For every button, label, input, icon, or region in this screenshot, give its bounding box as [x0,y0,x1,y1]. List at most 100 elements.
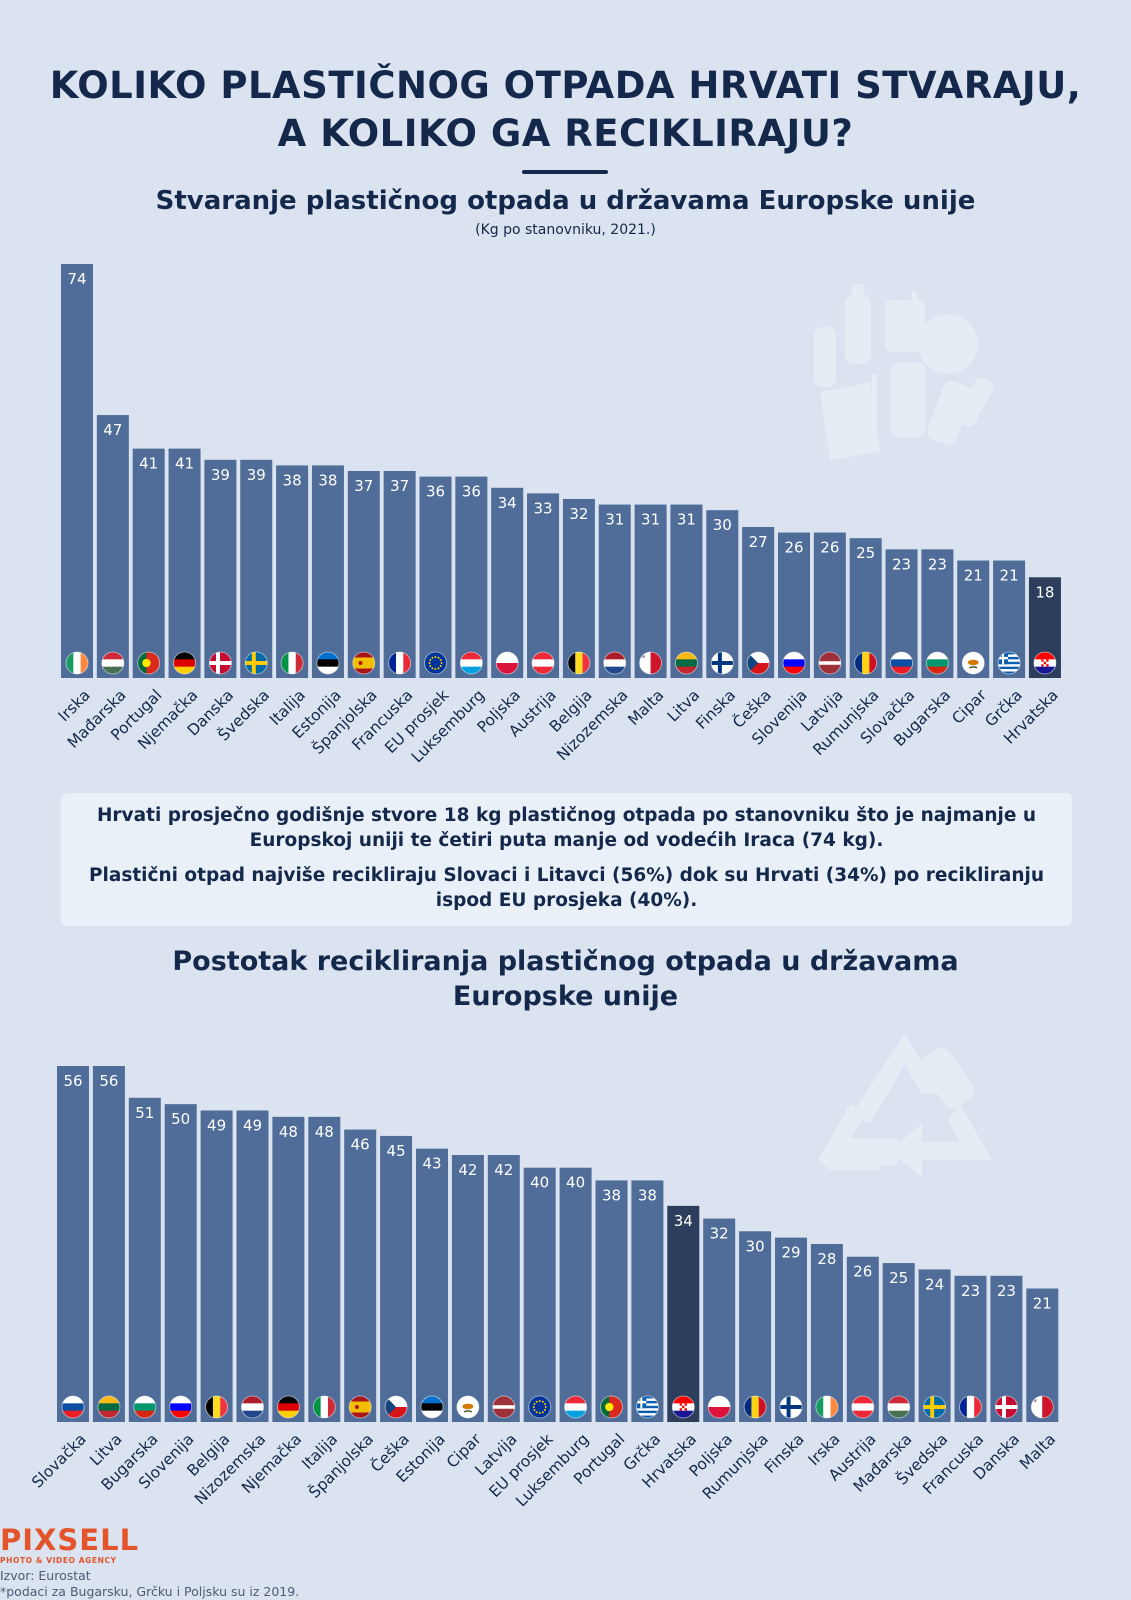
flag-icon-austrija [531,651,555,675]
flag-icon-italija [280,651,304,675]
bar-spanjolska [347,471,380,678]
flag-icon-ceska [746,651,770,675]
flag-icon-estonija [420,1395,444,1419]
bar-malta [634,504,667,678]
bar-value-label: 50 [171,1110,190,1128]
bar-austrija [846,1256,879,1422]
flag-icon-latvija [818,651,842,675]
flag-icon-cipar [456,1395,480,1419]
bar-njemacka [272,1116,305,1422]
main-title-line-2: A KOLIKO GA RECIKLIRAJU? [277,112,854,155]
flag-icon-slovacka [61,1395,85,1419]
bar-value-label: 30 [713,516,732,534]
chart1-subtitle: (Kg po stanovniku, 2021.) [475,222,656,238]
bar-eu-prosjek [523,1167,556,1422]
bar-eu-prosjek [419,476,452,678]
flag-icon-irska [65,651,89,675]
bar-value-label: 23 [928,555,947,573]
chart1-title: Stvaranje plastičnog otpada u državama E… [155,186,976,216]
flag-icon-austrija [851,1395,875,1419]
flag-icon-portugal [600,1395,623,1419]
category-label: Malta [624,686,667,729]
bar-value-label: 31 [677,511,696,529]
bar-madarska [96,415,129,678]
category-label: Slovačka [28,1430,90,1492]
bar-spanjolska [344,1129,377,1422]
bar-njemacka [168,448,201,678]
plastic-recycling-rate-chart: 56Slovačka56Litva51Bugarska50Slovenija49… [28,1066,1059,1510]
bar-group: 21 Malta [1016,1288,1059,1473]
main-title: KOLIKO PLASTIČNOG OTPADA HRVATI STVARAJU… [0,62,1131,158]
bar-francuska [383,471,416,678]
bar-value-label: 23 [997,1282,1016,1300]
flag-icon-portugal [137,651,161,675]
flag-icon-francuska [388,651,412,675]
pixsell-logo-word: PIXSELL [0,1523,140,1557]
flag-icon-grcka [636,1395,659,1419]
bar-value-label: 37 [354,477,373,495]
title-divider [522,170,608,174]
chart2-title-text: Postotak recikliranja plastičnog otpada … [172,946,959,1012]
flag-icon-madarska [101,651,125,675]
recycle-symbol-icon [818,1034,992,1178]
bar-estonija [416,1148,448,1422]
flag-icon-spanjolska [352,651,376,675]
bar-luksemburg [559,1167,592,1422]
flag-icon-poljska [495,651,519,675]
flag-icon-slovenija [169,1395,193,1419]
bar-poljska [491,487,524,678]
bar-rumunjska [739,1231,772,1422]
bar-value-label: 23 [892,555,911,573]
bar-value-label: 26 [784,539,803,557]
bar-slovenija [164,1104,197,1422]
bar-value-label: 25 [856,544,875,562]
bar-value-label: 42 [458,1161,477,1179]
bar-value-label: 48 [315,1123,334,1141]
bar-italija [308,1116,341,1422]
flag-icon-hrvatska [671,1395,695,1419]
bar-value-label: 25 [889,1269,908,1287]
flag-icon-belgija [205,1395,229,1419]
bar-danska [204,459,237,678]
bar-slovacka [57,1066,89,1422]
summary-note-paragraph-1: Hrvati prosječno godišnje stvore 18 kg p… [96,805,1037,851]
bar-madarska [882,1263,915,1422]
bar-belgija [562,498,595,678]
bar-value-label: 49 [243,1117,262,1135]
bar-value-label: 21 [1000,567,1019,585]
bar-value-label: 26 [820,539,839,557]
bar-grcka [631,1180,664,1422]
bar-value-label: 36 [426,483,445,501]
bar-value-label: 28 [817,1250,836,1268]
plastic-waste-per-capita-chart: 74Irska47Mađarska41Portugal41Njemačka39D… [55,264,1062,766]
flag-icon-rumunjska [743,1395,767,1419]
bar-bugarska [128,1097,161,1422]
flag-icon-nizozemska [603,651,627,675]
bar-value-label: 30 [746,1237,765,1255]
bar-value-label: 56 [99,1072,118,1090]
flag-icon-cipar [961,651,985,675]
bar-value-label: 38 [638,1186,657,1204]
bar-hrvatska [667,1205,700,1422]
bar-value-label: 34 [674,1212,693,1230]
bar-irska [61,264,93,678]
flag-icon-latvija [492,1395,516,1419]
flag-icon-litva [97,1395,121,1419]
flag-icon-ceska [384,1395,408,1419]
bar-latvija [487,1155,520,1422]
bar-value-label: 40 [566,1174,585,1192]
flag-icon-litva [675,651,698,675]
bar-value-label: 38 [318,471,337,489]
bar-luksemburg [455,476,488,678]
bar-value-label: 27 [749,533,768,551]
bar-value-label: 49 [207,1117,226,1135]
flag-icon-nizozemska [241,1395,264,1419]
category-label: Finska [761,1430,808,1477]
flag-icon-malta [1030,1395,1054,1419]
bar-belgija [200,1110,233,1422]
flag-icon-luksemburg [564,1395,587,1419]
